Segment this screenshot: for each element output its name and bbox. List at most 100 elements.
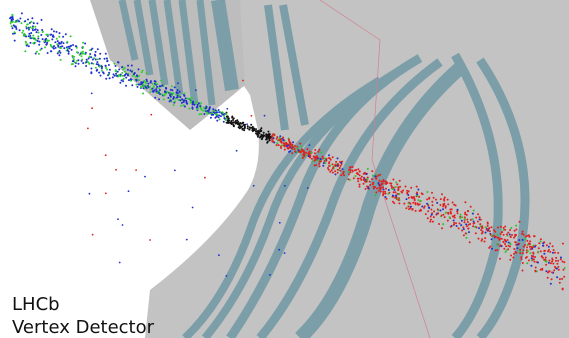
hit (101, 65, 103, 67)
hit (487, 225, 489, 227)
hit (59, 32, 61, 34)
hit (24, 50, 26, 52)
hit (215, 109, 217, 111)
hit (120, 74, 122, 76)
hit (226, 115, 228, 117)
hit (430, 216, 432, 218)
hit (173, 104, 175, 106)
hit (334, 170, 336, 172)
hit (49, 34, 51, 36)
hit (169, 92, 171, 94)
hit (142, 84, 144, 86)
hit (96, 70, 98, 72)
hit (511, 234, 513, 236)
hit (488, 227, 490, 229)
hit (419, 203, 421, 205)
hit (242, 128, 244, 130)
hit (480, 229, 482, 231)
hit (53, 36, 55, 38)
hit (464, 201, 466, 203)
hit (554, 252, 556, 254)
hit (14, 21, 16, 23)
hit (323, 160, 325, 162)
hit (330, 159, 332, 161)
hit (354, 169, 356, 171)
hit (432, 204, 434, 206)
hit (562, 288, 564, 290)
hit (37, 38, 39, 40)
hit (149, 86, 151, 88)
hit (68, 53, 70, 55)
hit (72, 55, 74, 57)
hit (562, 243, 564, 245)
hit (394, 189, 396, 191)
hit (253, 129, 255, 131)
hit (375, 191, 377, 193)
hit (200, 102, 202, 104)
hit (108, 64, 110, 66)
hit (12, 27, 14, 29)
hit (364, 178, 366, 180)
hit (257, 136, 259, 138)
hit (32, 29, 34, 31)
hit (106, 57, 108, 59)
hit (59, 42, 61, 44)
hit (413, 196, 415, 198)
hit (529, 246, 531, 248)
hit (276, 136, 278, 138)
hit (525, 236, 527, 238)
hit (53, 48, 55, 50)
hit (180, 105, 182, 107)
hit (79, 54, 81, 56)
hit (108, 72, 110, 74)
hit (197, 104, 199, 106)
hit (529, 252, 531, 254)
hit (28, 45, 30, 47)
hit (112, 76, 114, 78)
hit (72, 44, 74, 46)
hit (466, 219, 468, 221)
hit (559, 278, 561, 280)
hit (294, 145, 296, 147)
hit (374, 175, 376, 177)
hit (547, 277, 549, 279)
hit (39, 41, 41, 43)
hit (337, 172, 339, 174)
hit (65, 33, 67, 35)
hit (519, 252, 521, 254)
hit (527, 250, 529, 252)
hit (454, 214, 456, 216)
hit (503, 248, 505, 250)
hit (460, 224, 462, 226)
hit (521, 233, 523, 235)
hit (82, 42, 84, 44)
hit (308, 155, 310, 157)
hit (449, 209, 451, 211)
hit (24, 20, 26, 22)
hit (538, 242, 540, 244)
hit (369, 184, 371, 186)
hit (532, 256, 534, 258)
hit (75, 65, 77, 67)
hit (294, 150, 296, 152)
hit (291, 144, 293, 146)
hit (519, 221, 521, 223)
hit (357, 168, 359, 170)
hit (289, 142, 291, 144)
hit (28, 27, 30, 29)
hit (28, 33, 30, 35)
hit (255, 128, 257, 130)
hit (464, 213, 466, 215)
hit (331, 169, 333, 171)
hit (510, 236, 512, 238)
hit (296, 151, 298, 153)
hit (456, 210, 458, 212)
hit (12, 33, 14, 35)
hit (489, 230, 491, 232)
hit (220, 115, 222, 117)
hit (181, 102, 183, 104)
hit (304, 153, 306, 155)
hit (315, 159, 317, 161)
hit (22, 30, 24, 32)
hit (218, 114, 220, 116)
